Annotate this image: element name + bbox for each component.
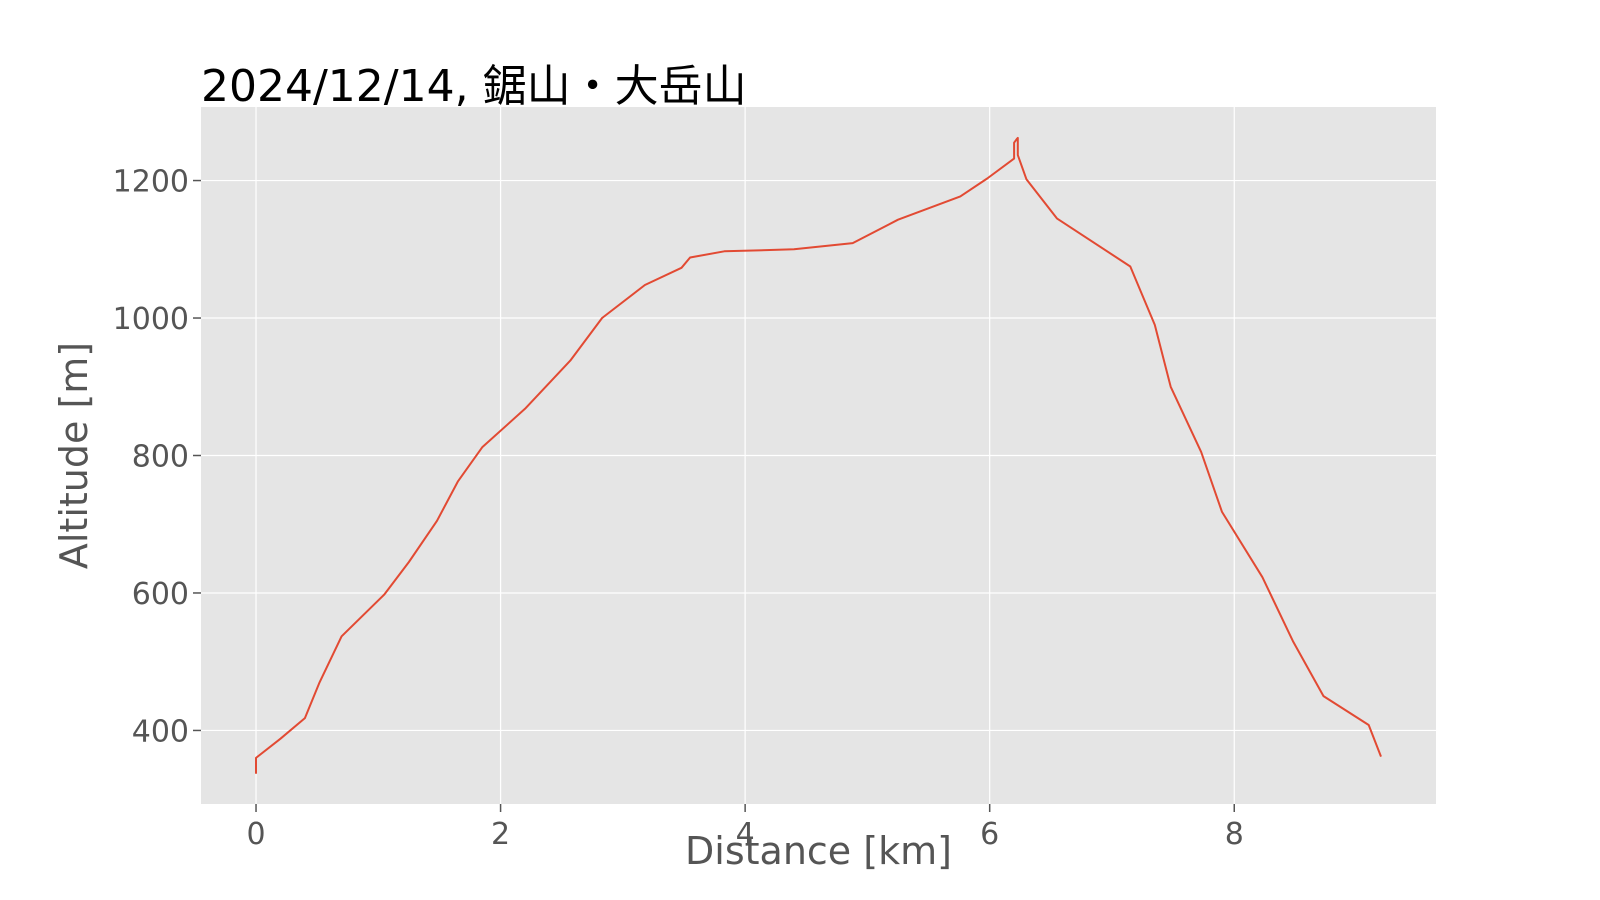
y-tick-label: 1000 <box>113 302 189 337</box>
y-axis-label: Altitude [m] <box>52 342 96 569</box>
x-tick-label: 6 <box>980 817 999 852</box>
chart-title: 2024/12/14, 鋸山・大岳山 <box>201 61 747 112</box>
y-tick-label: 1200 <box>113 165 189 200</box>
y-tick-label: 600 <box>132 577 189 612</box>
x-tick-label: 4 <box>736 817 755 852</box>
x-tick-label: 2 <box>491 817 510 852</box>
y-tick-label: 800 <box>132 440 189 475</box>
x-tick-label: 8 <box>1225 817 1244 852</box>
x-tick-label: 0 <box>246 817 265 852</box>
series-line <box>255 136 1382 774</box>
x-axis-label: Distance [km] <box>685 829 952 873</box>
y-tick-label: 400 <box>132 714 189 749</box>
